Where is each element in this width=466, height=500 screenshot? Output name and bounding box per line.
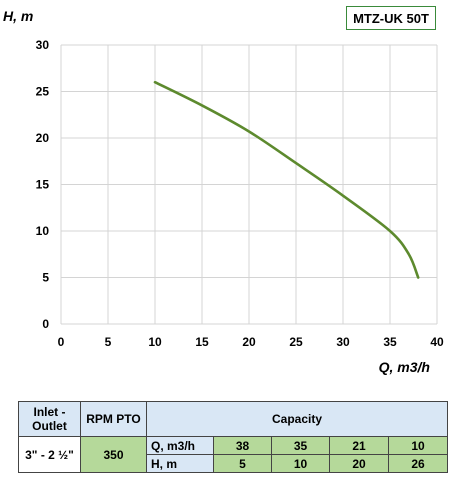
h-value-cell: 20	[329, 454, 389, 473]
rpm-value: 350	[80, 436, 147, 473]
chart-series	[153, 80, 420, 279]
q-value-cell: 10	[387, 436, 449, 455]
x-tick-label: 30	[336, 335, 350, 349]
x-tick-label: 10	[148, 335, 162, 349]
q-value-cell: 35	[271, 436, 330, 455]
x-tick-label: 0	[58, 335, 65, 349]
table-row: 3" - 2 ½" 350 Q, m3/h 38 35 21 10	[18, 436, 449, 473]
y-tick-label: 15	[36, 178, 50, 192]
q-value-cell: 21	[329, 436, 389, 455]
x-tick-label: 25	[289, 335, 303, 349]
y-tick-label: 30	[36, 38, 50, 52]
chart-grid	[60, 44, 438, 325]
y-tick-label: 10	[36, 224, 50, 238]
chart-tick-labels: 0 5 10 15 20 25 30 35 40 0 5 10 15 20 25 30	[36, 38, 444, 349]
y-axis-label: H, m	[3, 8, 33, 24]
y-tick-label: 25	[36, 85, 50, 99]
h-value-cell: 26	[387, 454, 449, 473]
x-tick-label: 40	[430, 335, 444, 349]
x-tick-label: 15	[195, 335, 209, 349]
performance-chart: 0 5 10 15 20 25 30 35 40 0 5 10 15 20 25 30 H, m Q, m3/…	[3, 8, 444, 375]
series-line	[153, 80, 420, 279]
table-row: Inlet - Outlet RPM PTO Capacity	[18, 401, 449, 437]
h-row-label: H, m	[146, 454, 214, 473]
y-tick-label: 0	[42, 317, 49, 331]
x-tick-label: 5	[105, 335, 112, 349]
table-row: H, m 5 10 20 26	[19, 454, 449, 473]
h-value-cell: 5	[213, 454, 272, 473]
x-tick-label: 20	[242, 335, 256, 349]
spec-table: Inlet - Outlet RPM PTO Capacity 3" - 2 ½…	[18, 401, 449, 473]
q-value-cell: 38	[213, 436, 272, 455]
x-tick-label: 35	[383, 335, 397, 349]
q-row-label: Q, m3/h	[146, 436, 214, 455]
x-axis-label: Q, m3/h	[379, 359, 430, 375]
y-tick-label: 5	[42, 271, 49, 285]
rpm-pto-header: RPM PTO	[80, 401, 147, 437]
h-value-cell: 10	[271, 454, 330, 473]
y-tick-label: 20	[36, 131, 50, 145]
inlet-outlet-header: Inlet - Outlet	[18, 401, 81, 437]
model-badge: MTZ-UK 50T	[346, 6, 436, 30]
inlet-outlet-value: 3" - 2 ½"	[18, 436, 81, 473]
capacity-header: Capacity	[145, 401, 449, 437]
